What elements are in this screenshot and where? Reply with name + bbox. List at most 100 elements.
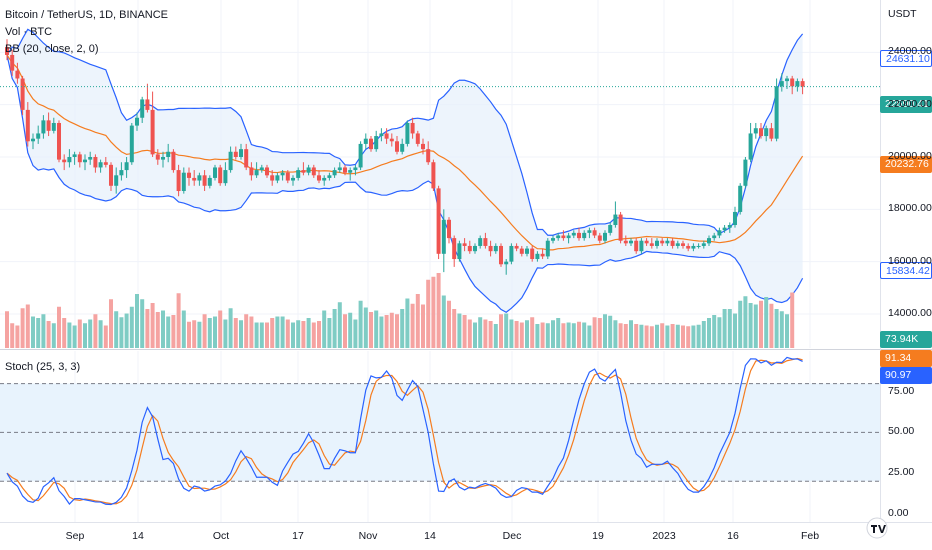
candle-body <box>395 141 399 152</box>
volume-bar <box>748 303 753 348</box>
time-axis-label: 16 <box>727 530 739 542</box>
candle-body <box>774 86 779 139</box>
tradingview-logo-icon[interactable] <box>866 517 888 539</box>
candle-body <box>400 143 405 152</box>
volume-bar <box>348 312 353 348</box>
candle-body <box>228 151 233 171</box>
candle-body <box>88 156 93 160</box>
volume-bar <box>743 296 748 348</box>
candle-body <box>223 170 228 184</box>
volume-bar <box>88 319 93 348</box>
volume-bar <box>540 322 545 348</box>
volume-bar <box>452 309 457 348</box>
volume-bar <box>473 322 477 348</box>
price-axis-label: 16000.00 <box>888 254 932 267</box>
volume-bar <box>270 318 275 348</box>
candle-body <box>46 120 51 131</box>
candle-body <box>618 214 623 241</box>
candle-body <box>509 245 514 262</box>
candle-body <box>655 240 659 246</box>
candle-body <box>83 159 87 163</box>
volume-bar <box>769 303 774 348</box>
volume-bar <box>499 314 503 348</box>
candle-body <box>15 70 20 79</box>
volume-bar <box>259 322 264 348</box>
stoch-axis-label: 0.00 <box>888 506 909 519</box>
time-axis-label: 14 <box>424 530 436 542</box>
symbol-title[interactable]: Bitcoin / TetherUS, 1D, BINANCE <box>5 9 169 21</box>
bollinger-basis <box>6 54 804 251</box>
candle-body <box>441 219 446 254</box>
candle-body <box>244 149 249 168</box>
stoch-legend[interactable]: Stoch (25, 3, 3) <box>5 361 81 373</box>
candle-body <box>426 149 431 163</box>
volume-bar <box>249 316 254 348</box>
volume-bar <box>753 304 758 348</box>
candle-body <box>259 167 264 171</box>
volume-bar <box>530 317 535 348</box>
volume-legend[interactable]: Vol · BTC <box>5 26 53 38</box>
candle-body <box>587 230 592 233</box>
time-axis-label: Oct <box>212 530 230 542</box>
candle-body <box>285 172 290 181</box>
candle-body <box>571 232 576 236</box>
candle-body <box>119 170 124 176</box>
price-axis-label: 14000.00 <box>888 306 932 319</box>
candle-body <box>218 167 223 184</box>
bollinger-legend[interactable]: BB (20, close, 2, 0) <box>5 43 99 55</box>
stoch-k-value-tag: 90.97 <box>880 367 932 384</box>
candle-body <box>265 167 269 176</box>
price-axis-label: 18000.00 <box>888 202 932 215</box>
volume-bar <box>483 319 488 348</box>
time-axis-label: 14 <box>132 530 144 542</box>
candle-body <box>317 175 321 181</box>
currency-axis-title[interactable]: USDT <box>888 8 917 20</box>
time-axis-label: 17 <box>292 530 304 542</box>
candle-body <box>779 81 784 87</box>
volume-bar <box>353 319 358 348</box>
volume-bar <box>192 320 197 348</box>
price-axis-label: 22000.00 <box>888 97 932 110</box>
candle-body <box>556 235 561 239</box>
volume-bar <box>613 320 618 348</box>
volume-bar <box>275 316 280 348</box>
candle-body <box>493 245 498 252</box>
candle-body <box>540 253 545 257</box>
volume-bar <box>363 307 368 348</box>
volume-bar <box>62 318 67 348</box>
volume-bar <box>109 299 113 348</box>
candle-body <box>301 170 306 173</box>
time-axis-label: Dec <box>502 530 522 542</box>
volume-bar <box>395 314 399 348</box>
candles <box>5 39 805 275</box>
volume-bar <box>556 318 561 348</box>
volume-bar <box>696 324 701 348</box>
candle-body <box>577 232 581 239</box>
candle-body <box>462 243 467 246</box>
candle-body <box>613 214 618 226</box>
stoch-axis-label: 75.00 <box>888 384 915 397</box>
candle-body <box>670 240 675 246</box>
candle-body <box>473 245 477 252</box>
volume-bar <box>790 292 795 348</box>
candle-body <box>431 162 436 189</box>
candle-body <box>311 167 316 176</box>
volume-bar <box>785 314 789 348</box>
candle-body <box>717 230 722 236</box>
volume-bar <box>36 318 41 348</box>
candle-body <box>478 238 483 246</box>
candle-body <box>181 172 186 192</box>
volume-bar <box>291 322 295 348</box>
candle-body <box>129 125 134 163</box>
volume-bar <box>176 293 181 348</box>
candle-body <box>639 240 644 252</box>
candle-body <box>161 156 165 160</box>
candle-body <box>358 143 363 168</box>
volume-bar <box>779 311 784 348</box>
candle-body <box>764 128 769 137</box>
candle-body <box>150 109 155 155</box>
time-axis-label: Sep <box>65 530 85 542</box>
candle-body <box>270 175 275 181</box>
